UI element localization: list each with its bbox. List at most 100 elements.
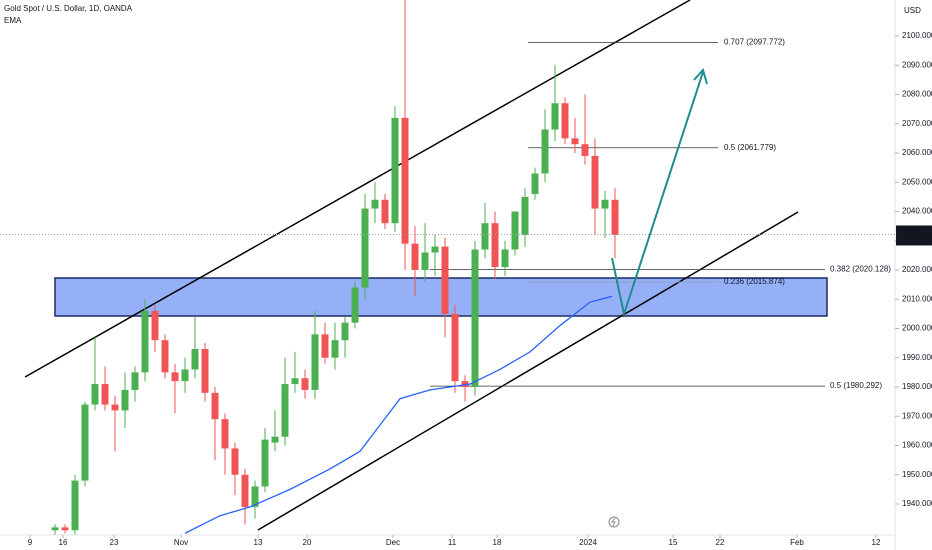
event-icon xyxy=(608,516,620,528)
countdown: 08:10:36 xyxy=(901,236,932,245)
y-tick-label: 1940.000 xyxy=(902,499,932,508)
candle-body xyxy=(541,129,549,174)
y-tick-label: 2020.000 xyxy=(902,265,932,274)
candle-body xyxy=(401,117,409,244)
candle-body xyxy=(521,196,529,235)
last-price: 2032.140 xyxy=(901,227,932,236)
indicator-name: EMA xyxy=(4,16,22,25)
candle-body xyxy=(531,173,539,194)
candle-body xyxy=(311,334,319,390)
y-tick-label: 1990.000 xyxy=(902,353,932,362)
candle-body xyxy=(471,249,479,387)
x-tick-label: 13 xyxy=(254,538,263,547)
candle-body xyxy=(611,199,619,235)
y-tick-label: 2010.000 xyxy=(902,294,932,303)
projection-arrow xyxy=(611,71,704,318)
candle-body xyxy=(321,334,329,358)
y-tick-label: 2000.000 xyxy=(902,324,932,333)
candle-body xyxy=(421,252,429,270)
candle-body xyxy=(411,243,419,270)
y-tick-label: 2040.000 xyxy=(902,207,932,216)
candle-body xyxy=(331,340,339,358)
arrow-head xyxy=(693,67,708,85)
candle-body xyxy=(511,211,519,250)
candle-body xyxy=(591,155,599,209)
x-tick-label: 11 xyxy=(448,538,457,547)
candle-body xyxy=(361,208,369,288)
candle-body xyxy=(431,246,439,253)
candle-body xyxy=(501,249,509,268)
candle-body xyxy=(271,436,279,443)
candle-body xyxy=(341,322,349,341)
candle-body xyxy=(161,340,169,373)
candle-body xyxy=(201,348,209,393)
candle-body xyxy=(101,384,109,405)
candle-body xyxy=(561,103,569,139)
candle-body xyxy=(371,199,379,209)
candle-body xyxy=(91,384,99,405)
candle-body xyxy=(221,419,229,449)
symbol-title: Gold Spot / U.S. Dollar, 1D, OANDA xyxy=(4,4,133,13)
x-tick-label: 2024 xyxy=(579,538,597,547)
channel-lower xyxy=(257,211,799,531)
y-tick-label: 2090.000 xyxy=(902,60,932,69)
candle-body xyxy=(261,439,269,487)
y-tick-label: 2060.000 xyxy=(902,148,932,157)
candle-body xyxy=(491,223,499,268)
currency: USD xyxy=(904,6,921,15)
candle-body xyxy=(601,199,609,209)
candle-body xyxy=(281,384,289,437)
candle-body xyxy=(51,527,59,531)
candle-body xyxy=(171,372,179,382)
x-tick-label: 16 xyxy=(59,538,68,547)
candle-body xyxy=(251,486,259,507)
ema-line xyxy=(184,295,613,534)
candle-body xyxy=(291,378,299,385)
x-tick-label: 9 xyxy=(28,538,33,547)
candle-body xyxy=(231,448,239,475)
candle-body xyxy=(131,372,139,390)
x-tick-label: 23 xyxy=(110,538,119,547)
y-tick-label: 1980.000 xyxy=(902,382,932,391)
last-price-box xyxy=(896,225,932,246)
candle-body xyxy=(571,138,579,145)
candle-body xyxy=(581,144,589,156)
fib-label: 0.236 (2015.874) xyxy=(724,277,785,286)
x-tick-label: 12 xyxy=(872,538,881,547)
candle-body xyxy=(241,474,249,507)
candle-body xyxy=(551,103,559,130)
channel-upper xyxy=(24,0,691,378)
y-tick-label: 1950.000 xyxy=(902,470,932,479)
candle-body xyxy=(351,287,359,323)
y-tick-label: 2050.000 xyxy=(902,177,932,186)
candle-body xyxy=(141,310,149,373)
x-tick-label: Nov xyxy=(174,538,188,547)
y-tick-label: 1960.000 xyxy=(902,441,932,450)
x-tick-label: 22 xyxy=(716,538,725,547)
x-tick-label: Feb xyxy=(790,538,804,547)
x-tick-label: 18 xyxy=(493,538,502,547)
event-icon-bolt xyxy=(611,517,616,527)
y-tick-label: 1970.000 xyxy=(902,411,932,420)
candle-body xyxy=(71,480,79,531)
fib-label: 0.707 (2097.772) xyxy=(724,38,785,47)
candle-body xyxy=(191,348,199,370)
fib-label: 0.382 (2020.128) xyxy=(830,265,891,274)
plot: 0.707 (2097.772) 0.5 (2061.779) 0.382 (202… xyxy=(51,0,891,535)
candle-body xyxy=(391,117,399,224)
candle-body xyxy=(81,404,89,481)
y-tick-label: 2100.000 xyxy=(902,31,932,40)
x-tick-label: 20 xyxy=(303,538,312,547)
candle-body xyxy=(481,223,489,250)
candle-body xyxy=(121,389,129,411)
candle-body xyxy=(181,369,189,382)
candle-body xyxy=(61,527,69,531)
y-tick-label: 2070.000 xyxy=(902,119,932,128)
zone xyxy=(54,277,828,317)
candle-body xyxy=(461,381,469,387)
fib-label: 0.5 (2061.779) xyxy=(724,143,776,152)
candle-body xyxy=(151,310,159,341)
candle-body xyxy=(381,199,389,224)
candle-body xyxy=(211,392,219,420)
